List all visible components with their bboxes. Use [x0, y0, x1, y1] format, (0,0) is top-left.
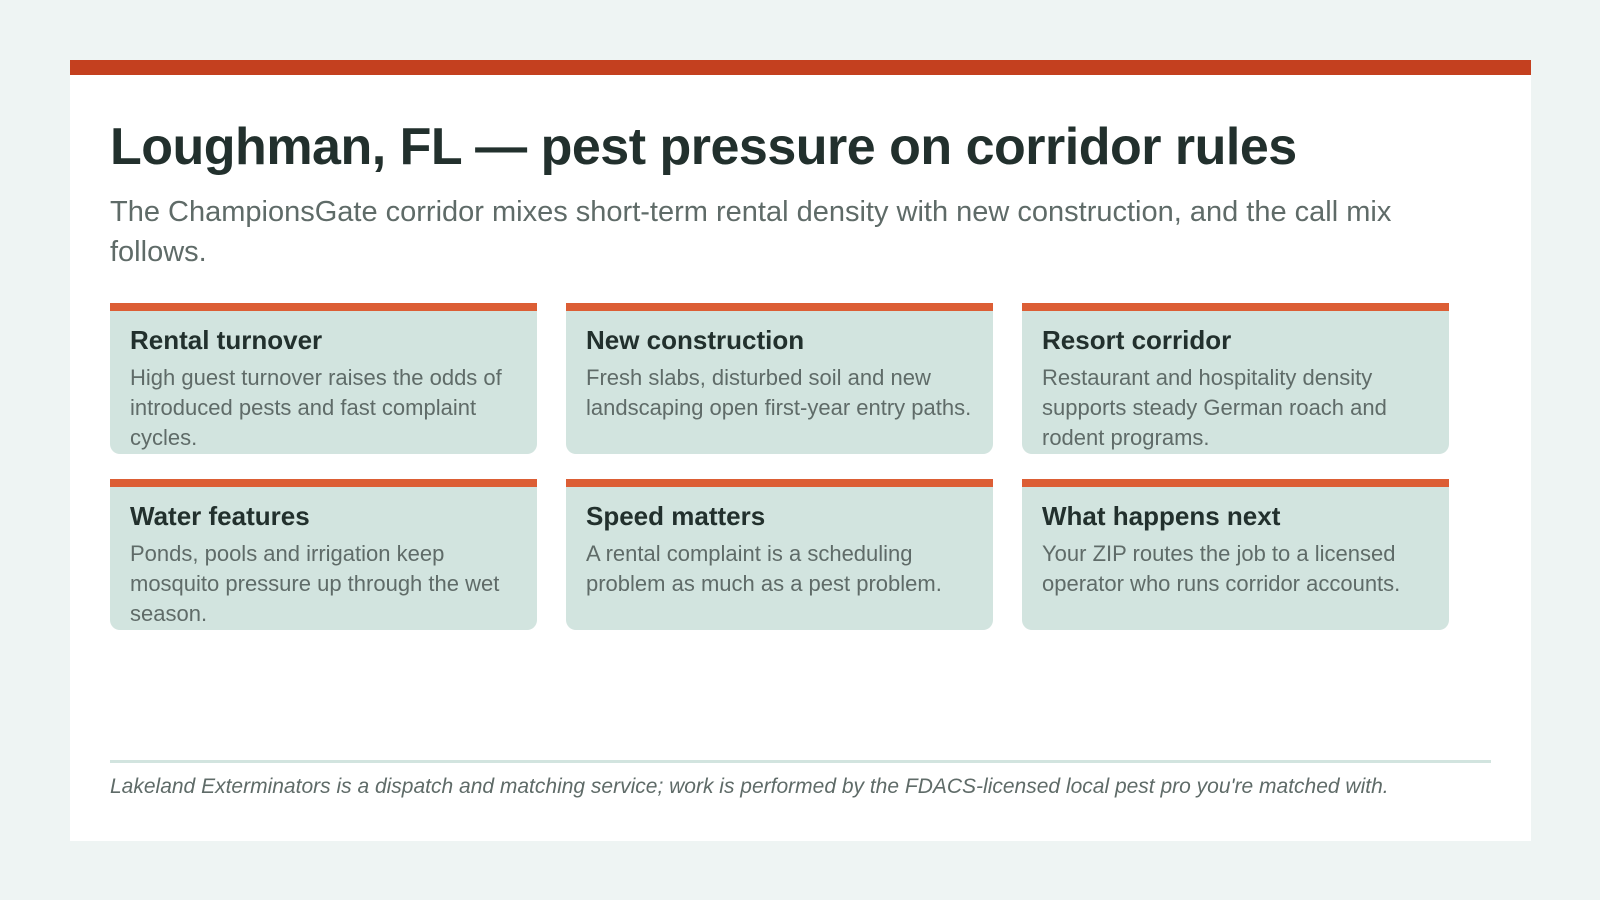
content-panel: Loughman, FL — pest pressure on corridor…: [70, 60, 1531, 841]
page-subtitle: The ChampionsGate corridor mixes short-t…: [110, 196, 1392, 268]
card-text: Fresh slabs, disturbed soil and new land…: [586, 365, 972, 420]
card-title: Speed matters: [586, 501, 766, 531]
card-title: What happens next: [1042, 501, 1281, 531]
card-text: Your ZIP routes the job to a licensed op…: [1042, 541, 1401, 596]
card-title: New construction: [586, 325, 805, 355]
footer-disclaimer: Lakeland Exterminators is a dispatch and…: [110, 775, 1389, 798]
card-rental-turnover: Rental turnover High guest turnover rais…: [110, 303, 537, 454]
card-text: Restaurant and hospitality density suppo…: [1042, 365, 1387, 450]
card-title: Resort corridor: [1042, 325, 1232, 355]
card-what-happens-next: What happens next Your ZIP routes the jo…: [1022, 479, 1449, 630]
page-title: Loughman, FL — pest pressure on corridor…: [110, 118, 1297, 176]
card-text: Ponds, pools and irrigation keep mosquit…: [130, 541, 500, 626]
footer-divider: [110, 760, 1491, 763]
card-resort-corridor: Resort corridor Restaurant and hospitali…: [1022, 303, 1449, 454]
card-new-construction: New construction Fresh slabs, disturbed …: [566, 303, 993, 454]
card-title: Water features: [130, 501, 310, 531]
card-text: A rental complaint is a scheduling probl…: [586, 541, 942, 596]
card-speed-matters: Speed matters A rental complaint is a sc…: [566, 479, 993, 630]
card-title: Rental turnover: [130, 325, 323, 355]
card-text: High guest turnover raises the odds of i…: [130, 365, 502, 450]
card-water-features: Water features Ponds, pools and irrigati…: [110, 479, 537, 630]
